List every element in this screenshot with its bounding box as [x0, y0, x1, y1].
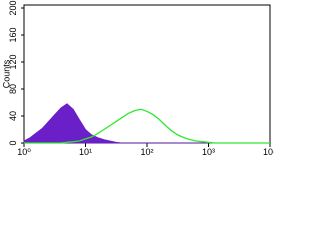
x-tick-label: 10³	[202, 147, 215, 157]
histogram-fill	[23, 103, 270, 144]
y-tick-label: 200	[8, 0, 18, 15]
x-tick-label: 10²	[140, 147, 153, 157]
y-axis-label: Counts	[1, 59, 11, 88]
y-tick-label: 0	[8, 140, 18, 145]
x-tick-label: 10⁴	[263, 147, 274, 157]
y-tick-label: 160	[8, 27, 18, 42]
y-tick-label: 40	[8, 111, 18, 121]
x-tick-label: 10⁰	[17, 147, 31, 157]
chart: Counts 0 40 80 120 160 200 10⁰ 10¹ 10² 10³ 10⁴	[1, 0, 274, 157]
x-tick-label: 10¹	[79, 147, 92, 157]
histogram-line	[24, 108, 270, 144]
y-tick-label: 80	[8, 84, 18, 94]
y-tick-label: 120	[8, 54, 18, 69]
